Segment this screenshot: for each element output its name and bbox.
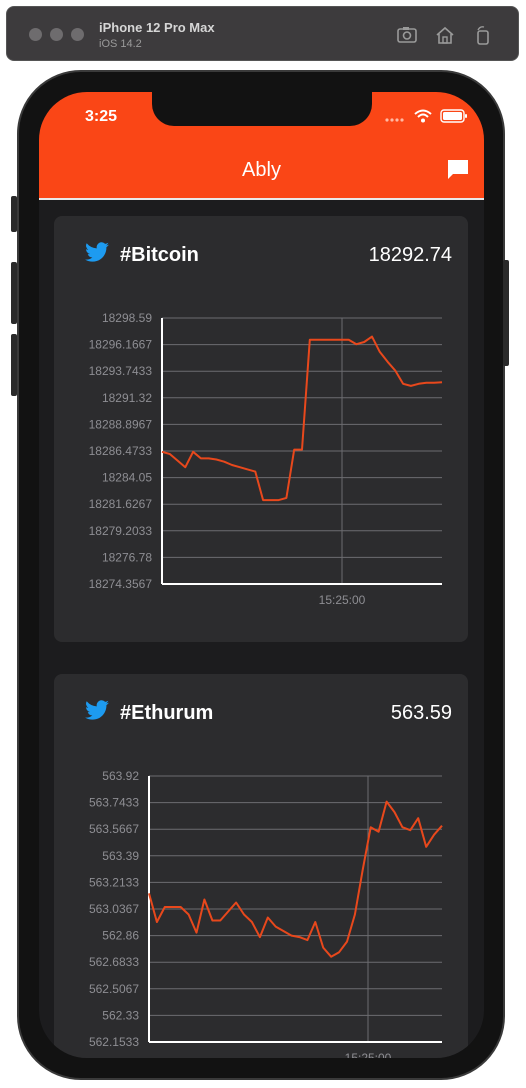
chat-icon[interactable]: [446, 157, 470, 181]
rotate-icon[interactable]: [472, 24, 494, 46]
ethereum-card: #Ethurum 563.59 563.92 563.7433 563.5667 56…: [54, 674, 468, 1058]
screenshot-icon[interactable]: [396, 24, 418, 46]
bitcoin-price-chart: 18298.59 18296.1667 18293.7433 18291.32 1828…: [89, 311, 443, 607]
y-tick-label: 18279.2033: [89, 524, 153, 538]
volume-down-button: [11, 334, 17, 396]
mute-switch: [11, 196, 17, 232]
y-tick-label: 18286.4733: [89, 444, 153, 458]
card-price: 563.59: [390, 702, 452, 724]
y-tick-label: 18293.7433: [89, 364, 153, 378]
signal-dots-icon: [384, 110, 406, 128]
home-icon[interactable]: [434, 24, 456, 46]
y-tick-label: 563.7433: [89, 796, 139, 810]
twitter-icon: [84, 700, 110, 727]
status-time: 3:25: [85, 108, 118, 125]
app-screen: 3:25 Ably #Bitcoin 18292.74 18298.59 1829…: [39, 92, 484, 1058]
simulator-toolbar: iPhone 12 Pro Max iOS 14.2: [6, 6, 519, 61]
x-tick-label: 15:25:00: [319, 593, 366, 607]
battery-icon: [440, 109, 468, 128]
notch: [152, 92, 372, 126]
y-tick-label: 562.86: [102, 929, 139, 943]
power-button: [503, 260, 509, 366]
navigation-bar: 3:25 Ably: [39, 92, 484, 200]
ethereum-price-chart: 563.92 563.7433 563.5667 563.39 563.2133 563.…: [89, 769, 443, 1058]
y-tick-label: 563.39: [102, 849, 139, 863]
simulator-os-version: iOS 14.2: [99, 38, 142, 50]
twitter-icon: [84, 242, 110, 269]
y-tick-label: 18284.05: [102, 471, 152, 485]
window-controls[interactable]: [29, 28, 84, 41]
zoom-dot[interactable]: [71, 28, 84, 41]
y-tick-label: 18296.1667: [89, 338, 153, 352]
wifi-icon: [414, 109, 432, 128]
y-tick-label: 18288.8967: [89, 417, 153, 431]
price-line: [148, 800, 443, 958]
y-tick-label: 18276.78: [102, 550, 152, 564]
volume-up-button: [11, 262, 17, 324]
y-tick-label: 18298.59: [102, 311, 152, 325]
bitcoin-card: #Bitcoin 18292.74 18298.59 18296.1667 1829…: [54, 216, 468, 642]
minimize-dot[interactable]: [50, 28, 63, 41]
close-dot[interactable]: [29, 28, 42, 41]
nav-title: Ably: [242, 159, 281, 181]
simulator-device-name: iPhone 12 Pro Max: [99, 20, 215, 35]
y-tick-label: 563.2133: [89, 875, 139, 889]
y-tick-label: 563.5667: [89, 822, 139, 836]
y-tick-label: 562.1533: [89, 1035, 139, 1049]
y-tick-label: 563.92: [102, 769, 139, 783]
y-tick-label: 18281.6267: [89, 497, 153, 511]
y-tick-label: 562.5067: [89, 982, 139, 996]
card-title: #Ethurum: [120, 702, 214, 724]
nav-divider: [39, 198, 484, 200]
card-price: 18292.74: [368, 244, 452, 266]
y-tick-label: 18274.3567: [89, 577, 153, 591]
y-tick-label: 18291.32: [102, 391, 152, 405]
card-title: #Bitcoin: [120, 244, 199, 266]
x-tick-label: 15:25:00: [345, 1051, 392, 1058]
y-tick-label: 562.33: [102, 1008, 139, 1022]
y-tick-label: 562.6833: [89, 955, 139, 969]
y-tick-label: 563.0367: [89, 902, 139, 916]
price-line: [161, 335, 443, 502]
